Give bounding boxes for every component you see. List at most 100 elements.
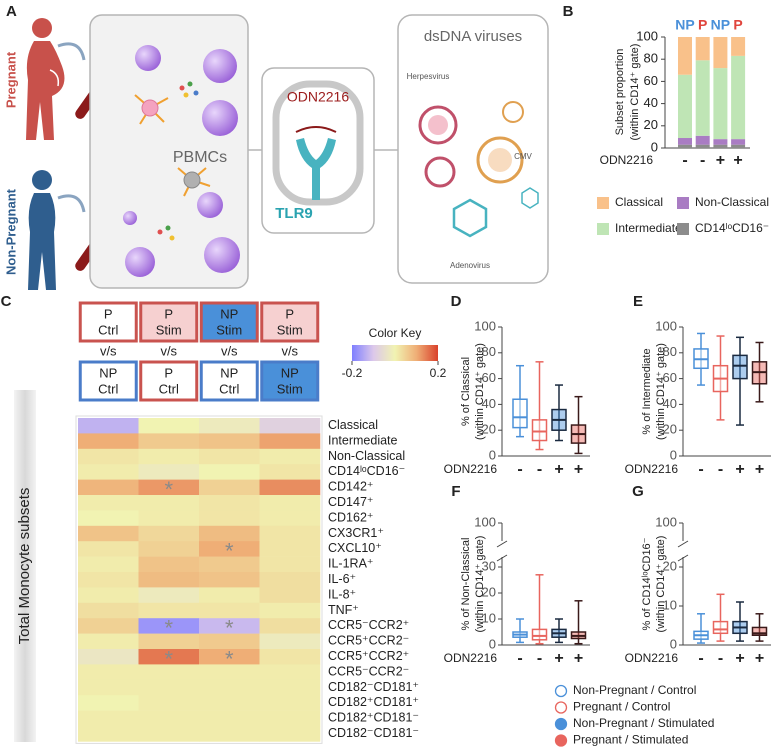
x-axis-label: ODN2216 [600, 153, 654, 167]
heatmap-cell [138, 649, 200, 665]
comparison-label: Ctrl [98, 381, 118, 396]
row-label: CCR5⁻CCR2⁺ [328, 618, 409, 632]
y-tick-label: 100 [474, 318, 496, 333]
comparison-label: Ctrl [98, 322, 118, 337]
bar-segment [731, 144, 746, 148]
row-label: Classical [328, 418, 378, 432]
virus-label: CMV [514, 152, 532, 161]
legend-marker [554, 684, 568, 698]
heatmap-frame [75, 415, 323, 744]
heatmap-cell [78, 479, 139, 496]
comparison-box [78, 360, 138, 402]
y-axis-label: (within CD14⁺ gate) [655, 536, 667, 633]
x-axis-label: ODN2216 [625, 651, 679, 665]
heatmap-cell [259, 572, 321, 588]
y-tick-label: 0 [651, 139, 658, 154]
heatmap-cell [199, 556, 260, 573]
y-tick-label: 20 [644, 117, 658, 132]
x-sublabel: - [698, 650, 703, 667]
category-label: NP [711, 17, 730, 33]
heatmap-cell [259, 433, 321, 450]
comparison-label: P [285, 306, 294, 321]
legend-marker [554, 717, 568, 731]
heatmap-cell [138, 679, 200, 696]
x-sublabel: - [718, 461, 723, 478]
heatmap-cell [199, 679, 260, 696]
heatmap-cell [138, 495, 200, 511]
non-pregnant-figure [28, 170, 56, 290]
axis-break [496, 554, 508, 562]
illustration-shape [452, 198, 488, 238]
heatmap-cell [199, 418, 260, 434]
legend-label: Classical [615, 195, 663, 209]
heatmap-cell [138, 448, 200, 465]
comparison-label: Stim [277, 381, 303, 396]
bar-segment [731, 55, 746, 140]
heatmap-cell [259, 618, 321, 634]
heatmap-cell [78, 710, 139, 727]
pregnant-label: Pregnant [3, 51, 18, 108]
heatmap-cell [199, 649, 260, 665]
heatmap-cell [138, 525, 200, 542]
x-axis-label: ODN2216 [444, 651, 498, 665]
panel-label: A [6, 3, 17, 20]
legend-marker [554, 734, 568, 747]
colorbar-tick-label: 0.2 [430, 366, 447, 380]
row-label: CX3CR1⁺ [328, 526, 384, 540]
colorbar-tick-label: -0.2 [342, 366, 363, 380]
illustration-shape [193, 90, 199, 96]
x-sublabel: + [554, 650, 563, 667]
heatmap-cell [78, 448, 139, 465]
heatmap-cell [138, 710, 200, 727]
legend-marker [554, 701, 568, 714]
heatmap-cell [199, 602, 260, 619]
illustration-shape [57, 194, 86, 213]
heatmap-cell [138, 618, 200, 634]
box [531, 419, 548, 442]
x-sublabel: + [755, 650, 764, 667]
axis-break [677, 540, 689, 548]
heatmap-cell [259, 479, 321, 496]
heatmap-cell [259, 525, 321, 542]
heatmap-cell [199, 510, 260, 527]
illustration-shape [203, 49, 237, 83]
illustration-shape [476, 136, 524, 184]
y-tick-label: 80 [663, 344, 677, 359]
x-axis-label: ODN2216 [625, 462, 679, 476]
row-label: CCR5⁺CCR2⁻ [328, 634, 409, 648]
bar-segment [695, 60, 710, 136]
heatmap-cell [138, 726, 200, 742]
legend-swatch [597, 197, 609, 209]
heatmap-cell [199, 464, 260, 480]
box [512, 398, 528, 429]
comparison-label: Stim [156, 322, 182, 337]
comparison-label: Stim [216, 322, 242, 337]
comparison-label: Stim [277, 322, 303, 337]
virus-icons [418, 101, 539, 238]
heatmap-cell [78, 556, 139, 573]
y-label-bar [14, 390, 36, 742]
y-tick-label: 30 [482, 558, 496, 573]
illustration-shape [295, 126, 337, 133]
heatmap-cell [199, 710, 260, 727]
illustration-shape [26, 41, 65, 140]
comparison-box [260, 360, 320, 402]
row-label: IL-6⁺ [328, 572, 356, 586]
illustration-shape [141, 99, 159, 117]
y-axis-label: % of Intermediate [641, 348, 653, 434]
row-label: CCR5⁻CCR2⁻ [328, 664, 409, 678]
bar-segment [713, 37, 728, 69]
illustration-shape [157, 229, 163, 235]
virus-label: Herpesvirus [407, 72, 450, 81]
y-tick-label: 100 [474, 514, 496, 529]
row-label: CD147⁺ [328, 495, 374, 509]
row-label: Intermediate [328, 433, 398, 447]
heatmap-cell [78, 695, 139, 711]
heatmap-cell [199, 479, 260, 496]
non-pregnant-label: Non-Pregnant [3, 188, 18, 275]
panel-label: F [451, 483, 460, 500]
legend-label: CD14ˡᵒCD16⁻ [695, 221, 769, 235]
illustration-shape [179, 85, 185, 91]
x-sublabel: - [700, 152, 705, 169]
